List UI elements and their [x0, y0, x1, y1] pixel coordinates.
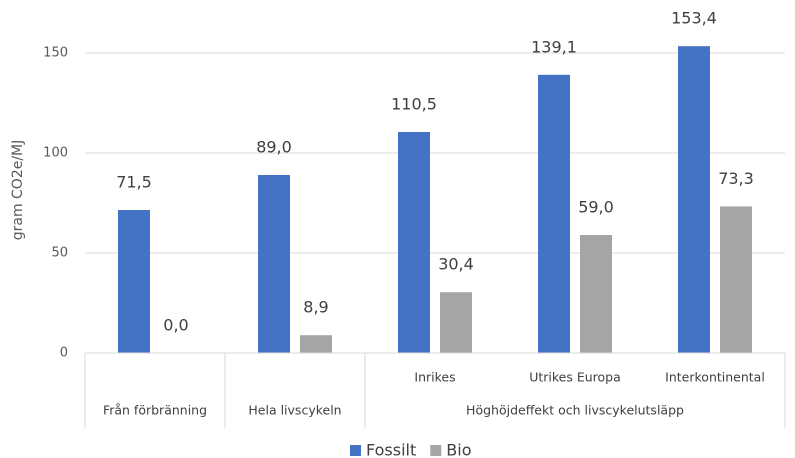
value-label: 0,0 — [163, 316, 188, 335]
y-axis-label: gram CO2e/MJ — [10, 140, 26, 241]
x-tick-label: Hela livscykeln — [248, 403, 341, 418]
bar — [118, 210, 150, 353]
x-tick-label: Inrikes — [414, 370, 455, 385]
bar — [580, 235, 612, 353]
y-tick-label: 150 — [43, 46, 68, 61]
legend-swatch — [430, 445, 442, 456]
value-label: 30,4 — [438, 255, 474, 274]
legend-label: Bio — [446, 441, 471, 458]
category-group-label: Höghöjdeffekt och livscykelutsläpp — [466, 403, 684, 418]
bar — [258, 175, 290, 353]
bar — [538, 74, 570, 354]
bar — [678, 46, 710, 353]
value-label: 139,1 — [531, 37, 577, 56]
y-tick-label: 100 — [43, 146, 68, 161]
y-tick-label: 0 — [60, 346, 68, 361]
value-label: 153,4 — [671, 9, 717, 28]
value-label: 71,5 — [116, 173, 152, 192]
legend-swatch — [350, 445, 361, 456]
x-tick-label: Interkontinental — [665, 370, 765, 385]
x-tick-label: Från förbränning — [103, 403, 207, 418]
bar — [300, 335, 332, 353]
value-label: 89,0 — [256, 138, 292, 157]
value-label: 73,3 — [718, 169, 754, 188]
bar — [440, 292, 472, 353]
x-tick-label: Utrikes Europa — [529, 370, 621, 385]
y-tick-label: 50 — [51, 246, 68, 261]
legend-label: Fossilt — [366, 441, 416, 458]
bar — [720, 206, 752, 353]
value-label: 59,0 — [578, 198, 614, 217]
value-label: 8,9 — [303, 298, 328, 317]
value-label: 110,5 — [391, 95, 437, 114]
bar — [398, 132, 430, 353]
